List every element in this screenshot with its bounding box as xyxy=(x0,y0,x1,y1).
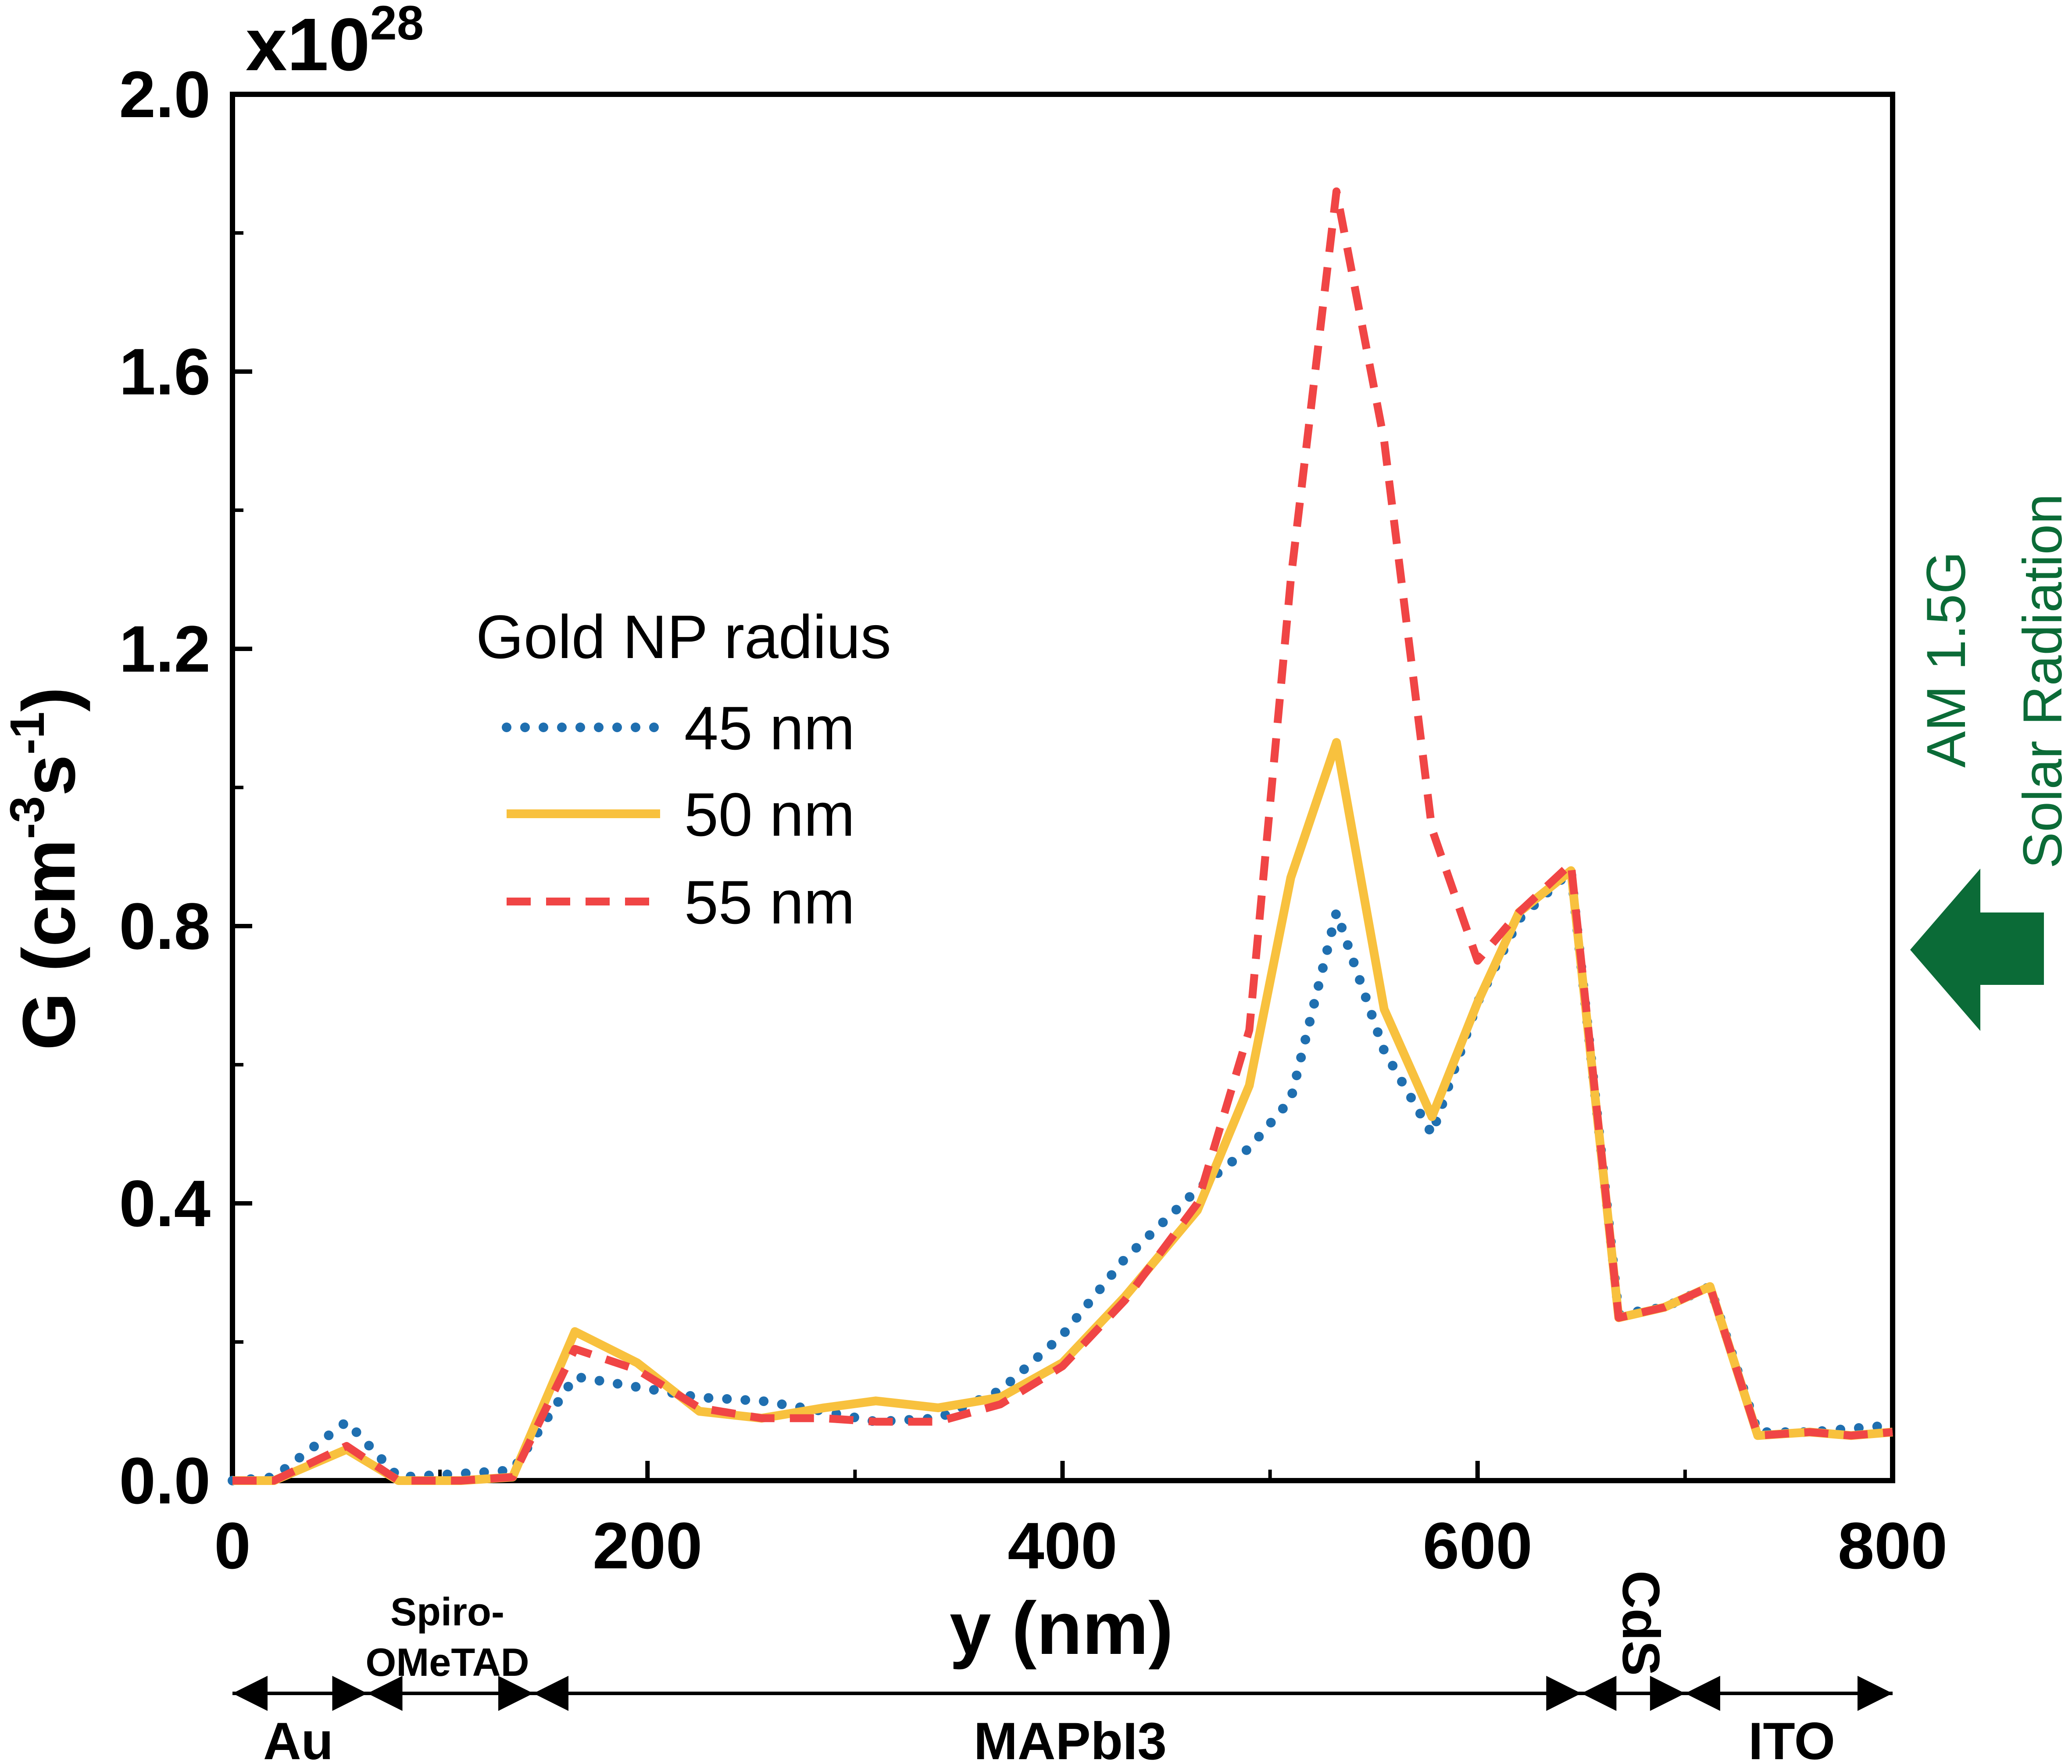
legend-label-45nm: 45 nm xyxy=(684,694,855,762)
x-axis-title: y (nm) xyxy=(950,1587,1173,1670)
layer-arrowhead xyxy=(1685,1676,1720,1711)
layer-label-ito: ITO xyxy=(1748,1712,1835,1764)
layer-label-cds: CdS xyxy=(1611,1571,1670,1676)
layer-label-au: Au xyxy=(263,1712,333,1764)
x-tick-label: 200 xyxy=(593,1509,702,1582)
layer-arrowhead xyxy=(1858,1676,1893,1711)
y-tick-label: 0.8 xyxy=(119,889,211,963)
layer-structure: Au Spiro- OMeTAD MAPbI3 CdS ITO xyxy=(232,1571,1893,1764)
axis-ticks: 0 200 400 600 800 0.0 0.4 0.8 1.2 1.6 2.0 xyxy=(119,57,1947,1582)
legend: Gold NP radius 45 nm 50 nm 55 nm xyxy=(476,602,891,937)
x-tick-label: 0 xyxy=(214,1509,250,1582)
x-tick-label: 400 xyxy=(1007,1509,1117,1582)
annotation-line1: AM 1.5G xyxy=(1916,551,1977,768)
y-axis-title: G (cm-3s-1) xyxy=(0,687,91,1051)
layer-arrowhead xyxy=(1581,1676,1617,1711)
y-multiplier-label: x1028 xyxy=(246,0,424,86)
layer-arrowhead xyxy=(1546,1676,1582,1711)
legend-title: Gold NP radius xyxy=(476,602,891,671)
layer-arrows xyxy=(232,1676,1893,1711)
layer-label-spiro-line1: Spiro- xyxy=(390,1590,504,1634)
x-tick-label: 600 xyxy=(1423,1509,1533,1582)
series-line-55nm xyxy=(232,187,1893,1485)
layer-arrowhead xyxy=(498,1676,534,1711)
layer-arrowhead xyxy=(367,1676,403,1711)
y-tick-label: 2.0 xyxy=(119,57,211,131)
series-line-45nm xyxy=(228,866,1897,1485)
layer-arrowhead xyxy=(1650,1676,1685,1711)
layer-label-spiro-line2: OMeTAD xyxy=(365,1641,529,1685)
series-layer xyxy=(228,187,1897,1485)
layer-label-mapbi3: MAPbI3 xyxy=(974,1712,1167,1764)
legend-label-55nm: 55 nm xyxy=(684,868,855,937)
annotation-line2: Solar Radiation xyxy=(2012,494,2072,869)
radiation-arrow-icon xyxy=(1910,869,2044,1031)
plot-frame xyxy=(230,92,1895,1483)
layer-arrowhead xyxy=(232,1676,268,1711)
solar-radiation-annotation: AM 1.5G Solar Radiation xyxy=(1908,494,2072,1031)
y-tick-label: 1.2 xyxy=(119,612,211,686)
layer-arrowhead xyxy=(332,1676,368,1711)
legend-label-50nm: 50 nm xyxy=(684,780,855,849)
x-tick-label: 800 xyxy=(1838,1509,1947,1582)
y-tick-label: 0.0 xyxy=(119,1444,211,1517)
y-tick-label: 0.4 xyxy=(119,1166,211,1240)
layer-arrowhead xyxy=(533,1676,569,1711)
y-tick-label: 1.6 xyxy=(119,335,211,408)
